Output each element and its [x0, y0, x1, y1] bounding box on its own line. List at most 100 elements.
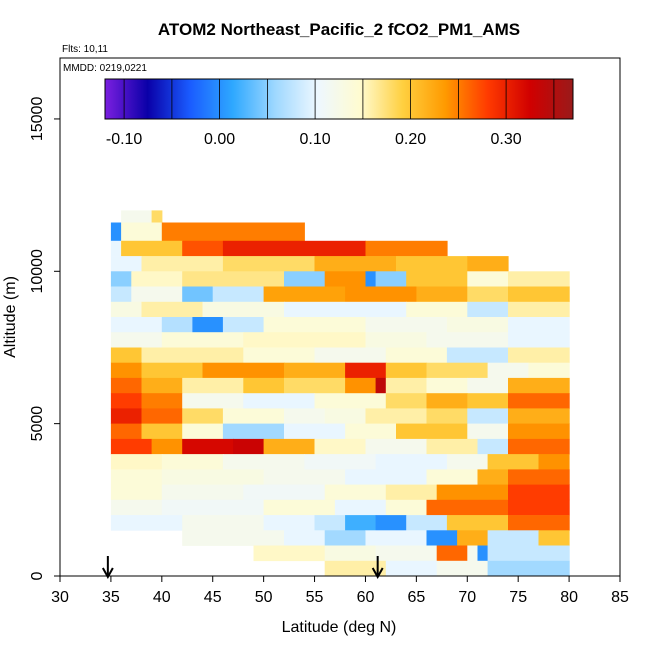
- heatmap-cell: [110, 286, 132, 303]
- arrow-head: [101, 567, 114, 580]
- heatmap-cell: [110, 271, 132, 287]
- heatmap-cell: [538, 530, 570, 546]
- heatmap-cell: [110, 377, 142, 394]
- heatmap-cell: [161, 332, 244, 348]
- heatmap-cell: [487, 362, 529, 379]
- heatmap-cell: [182, 393, 244, 409]
- heatmap-cell: [182, 515, 265, 531]
- heatmap-cell: [314, 256, 397, 272]
- heatmap-cell: [467, 256, 509, 272]
- dates-label: MMDD: 0219,0221: [63, 63, 147, 74]
- heatmap-cell: [508, 515, 570, 531]
- heatmap-cell: [396, 256, 468, 272]
- heatmap-cell: [253, 545, 326, 562]
- heatmap-cell: [426, 332, 509, 348]
- heatmap-cell: [477, 545, 489, 562]
- heatmap-cell: [487, 545, 570, 562]
- heatmap-cell: [110, 408, 142, 424]
- y-axis-ticks: 0 5000 10000 15000: [29, 97, 60, 580]
- x-axis-label: Latitude (deg N): [282, 619, 397, 636]
- heatmap-cell: [528, 362, 570, 379]
- heatmap-cell: [243, 393, 316, 409]
- heatmap-cell: [314, 393, 387, 409]
- x-tick-label: 80: [560, 589, 578, 606]
- heatmap-cell: [385, 377, 428, 394]
- x-tick-label: 30: [51, 589, 69, 606]
- heatmap-cell: [182, 240, 224, 257]
- x-axis-ticks: 30 35 40 45 50 55 60 65 70 75 80 85: [51, 576, 629, 606]
- heatmap-cell: [406, 271, 468, 287]
- heatmap-cell: [345, 469, 428, 485]
- heatmap-cell: [202, 301, 285, 318]
- colorbar: -0.10 0.00 0.10 0.20 0.30: [104, 78, 574, 148]
- heatmap-cell: [263, 499, 336, 516]
- heatmap-cell: [487, 454, 540, 470]
- heatmap-cell: [324, 530, 366, 546]
- heatmap-cell: [110, 454, 163, 470]
- heatmap-cell: [508, 484, 570, 501]
- heatmap-cell: [141, 347, 244, 364]
- heatmap-cell: [508, 286, 570, 303]
- heatmap-cell: [182, 377, 244, 394]
- heatmap-cell: [284, 271, 326, 287]
- heatmap-cell: [314, 438, 366, 455]
- x-tick-label: 85: [611, 589, 629, 606]
- heatmap-cell: [284, 362, 346, 379]
- heatmap-cell: [467, 545, 479, 562]
- heatmap-cell: [202, 362, 285, 379]
- heatmap-cell: [467, 271, 509, 287]
- heatmap-cell: [110, 347, 142, 364]
- heatmap-cell: [508, 408, 570, 424]
- heatmap-cell: [151, 438, 183, 455]
- heatmap-cell: [426, 408, 468, 424]
- y-tick-label: 5000: [29, 406, 46, 442]
- heatmap-cell: [110, 362, 142, 379]
- heatmap-cell: [385, 560, 438, 577]
- heatmap-cell: [284, 301, 407, 318]
- heatmap-cell: [508, 393, 570, 409]
- heatmap-cell: [324, 560, 387, 577]
- heatmap-cell: [426, 530, 458, 546]
- flight-arrows: [101, 556, 384, 580]
- heatmap-cell: [243, 347, 316, 364]
- heatmap-cell: [141, 301, 204, 318]
- x-tick-label: 35: [102, 589, 120, 606]
- heatmap-cell: [508, 271, 570, 287]
- heatmap-cell: [110, 499, 163, 516]
- heatmap-cell: [110, 393, 142, 409]
- heatmap-cell: [110, 423, 142, 440]
- heatmap-cell: [426, 469, 478, 485]
- heatmap-cell: [263, 286, 346, 303]
- heatmap-cell: [446, 454, 489, 470]
- heatmap-cell: [212, 286, 265, 303]
- heatmap-cell: [121, 240, 183, 257]
- x-tick-label: 70: [458, 589, 476, 606]
- heatmap-cell: [508, 469, 570, 485]
- heatmap-cell: [141, 377, 183, 394]
- heatmap-cell: [385, 347, 448, 364]
- heatmap-cell: [284, 530, 326, 546]
- heatmap-cell: [375, 271, 407, 287]
- heatmap-cell: [508, 347, 570, 364]
- heatmap-cell: [345, 515, 377, 531]
- heatmap-cell: [110, 469, 163, 485]
- heatmap-cell: [365, 271, 377, 287]
- heatmap-cell: [263, 317, 366, 333]
- heatmap-cell: [385, 393, 428, 409]
- heatmap-cell: [121, 210, 153, 223]
- x-tick-label: 55: [306, 589, 324, 606]
- heatmap-cell: [467, 377, 509, 394]
- heatmap-cell: [487, 560, 570, 577]
- heatmap-cell: [222, 240, 366, 257]
- heatmap-cell: [284, 408, 326, 424]
- colorbar-tick-label: 0.30: [491, 131, 522, 148]
- heatmap-cell: [324, 484, 387, 501]
- heatmap-cell: [426, 377, 468, 394]
- heatmap-cell: [334, 499, 387, 516]
- heatmap-cell: [161, 484, 244, 501]
- heatmap-cell: [222, 454, 305, 470]
- heatmap-cell: [110, 222, 122, 242]
- heatmap-cell: [385, 484, 438, 501]
- plot-frame: [59, 57, 621, 577]
